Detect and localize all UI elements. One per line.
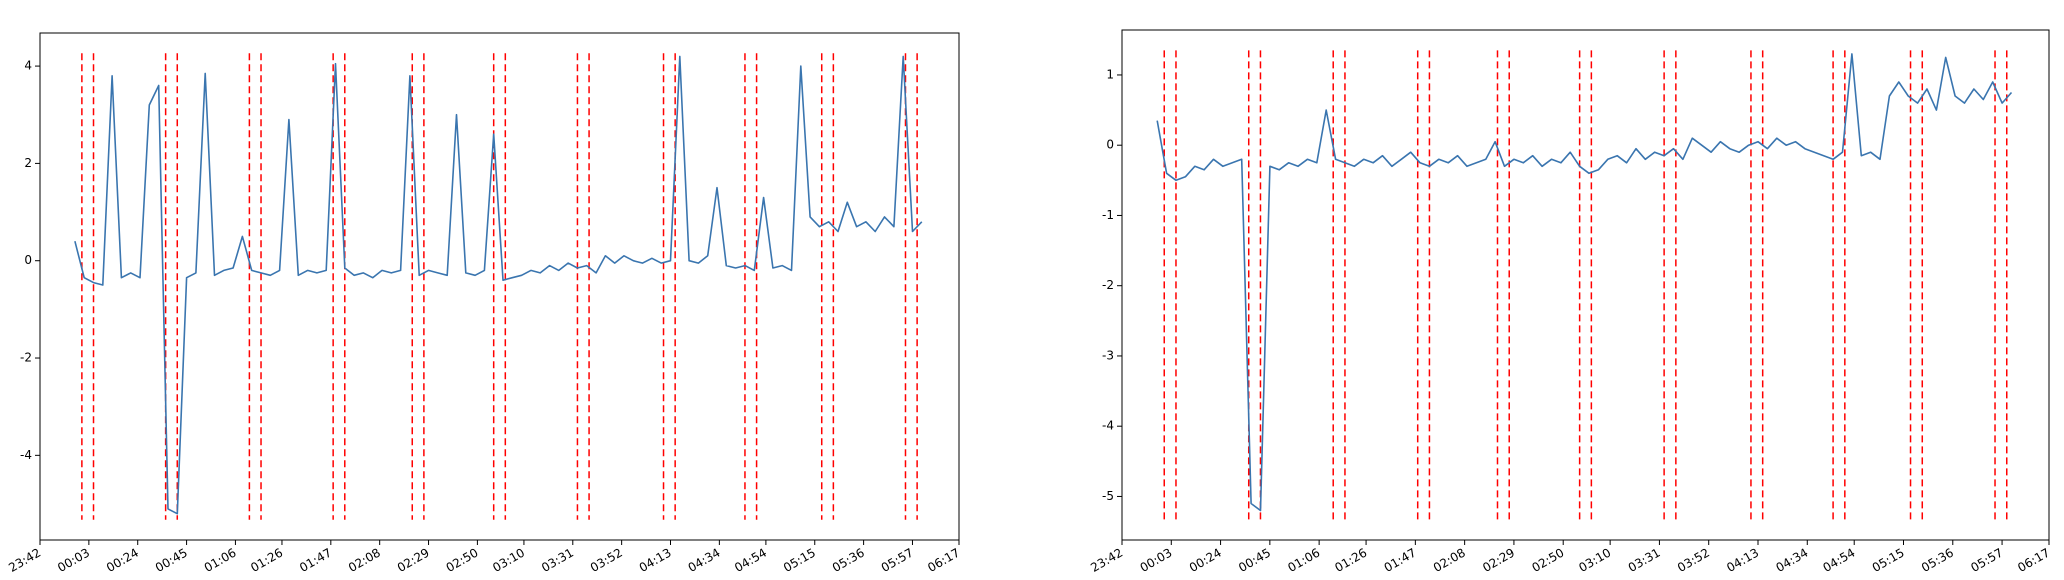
x-tick-label: 00:45: [153, 546, 190, 575]
x-tick-label: 03:10: [1576, 546, 1613, 575]
x-tick-label: 04:13: [1724, 546, 1761, 575]
x-tick-label: 01:26: [248, 546, 285, 575]
x-tick-label: 02:29: [1480, 546, 1517, 575]
x-tick-label: 23:42: [1088, 546, 1125, 575]
x-tick-label: 03:10: [490, 546, 527, 575]
y-tick-label: 0: [1106, 138, 1114, 152]
x-tick-label: 01:06: [202, 546, 239, 575]
x-tick-label: 01:06: [1285, 546, 1322, 575]
x-tick-label: 03:52: [1675, 546, 1712, 575]
x-tick-label: 01:26: [1332, 546, 1369, 575]
x-tick-label: 02:08: [1431, 546, 1468, 575]
y-tick-label: -2: [1102, 278, 1114, 292]
subplot: -5 -4 -3 -2 -1 0 1 23:42 00:03 00:24 00:45 01:06 01:…: [1088, 29, 2052, 575]
y-tick-label: 4: [24, 59, 32, 73]
x-tick-label: 05:57: [1968, 546, 2005, 575]
x-tick-label: 00:03: [1138, 546, 1175, 575]
x-tick-label: 04:54: [1821, 546, 1858, 575]
y-tick-label: 1: [1106, 67, 1114, 81]
x-tick-label: 23:42: [6, 546, 43, 575]
x-tick-label: 01:47: [1382, 546, 1419, 575]
x-tick-label: 05:15: [781, 546, 818, 575]
x-tick-label: 04:13: [637, 546, 674, 575]
x-tick-label: 05:36: [830, 546, 867, 575]
x-tick-label: 03:52: [588, 546, 625, 575]
x-tick-label: 00:03: [55, 546, 92, 575]
x-tick-label: 05:36: [1919, 546, 1956, 575]
x-tick-label: 04:34: [686, 546, 723, 575]
plot-frame: [1121, 29, 2050, 541]
x-tick-label: 05:57: [879, 546, 916, 575]
x-tick-label: 02:08: [346, 546, 383, 575]
y-tick-label: 0: [24, 253, 32, 267]
x-tick-label: 03:31: [539, 546, 576, 575]
series-line: [74, 55, 923, 515]
x-tick-label: 04:34: [1774, 546, 1811, 575]
x-tick-label: 02:29: [395, 546, 432, 575]
x-tick-label: 02:50: [444, 546, 481, 575]
y-tick-label: 2: [24, 156, 32, 170]
x-tick-label: 00:45: [1236, 546, 1273, 575]
plot-frame: [39, 32, 960, 541]
y-tick-label: -4: [1102, 419, 1114, 433]
y-tick-label: -2: [20, 351, 32, 365]
y-tick-label: -3: [1102, 348, 1114, 362]
series-line: [1156, 53, 2013, 512]
subplot: -4 -2 0 2 4 23:42 00:03 00:24 00:45 01:06 01:26 01:…: [6, 32, 962, 575]
x-tick-label: 03:31: [1626, 546, 1663, 575]
x-tick-label: 00:24: [1187, 546, 1224, 575]
y-tick-label: -5: [1102, 489, 1114, 503]
x-tick-label: 04:54: [732, 546, 769, 575]
y-tick-label: -1: [1102, 208, 1114, 222]
y-tick-label: -4: [20, 448, 32, 462]
x-tick-label: 00:24: [104, 546, 141, 575]
x-tick-label: 06:17: [2015, 546, 2052, 575]
x-tick-label: 06:17: [925, 546, 962, 575]
x-tick-label: 05:15: [1870, 546, 1907, 575]
x-tick-label: 02:50: [1529, 546, 1566, 575]
x-tick-label: 01:47: [297, 546, 334, 575]
